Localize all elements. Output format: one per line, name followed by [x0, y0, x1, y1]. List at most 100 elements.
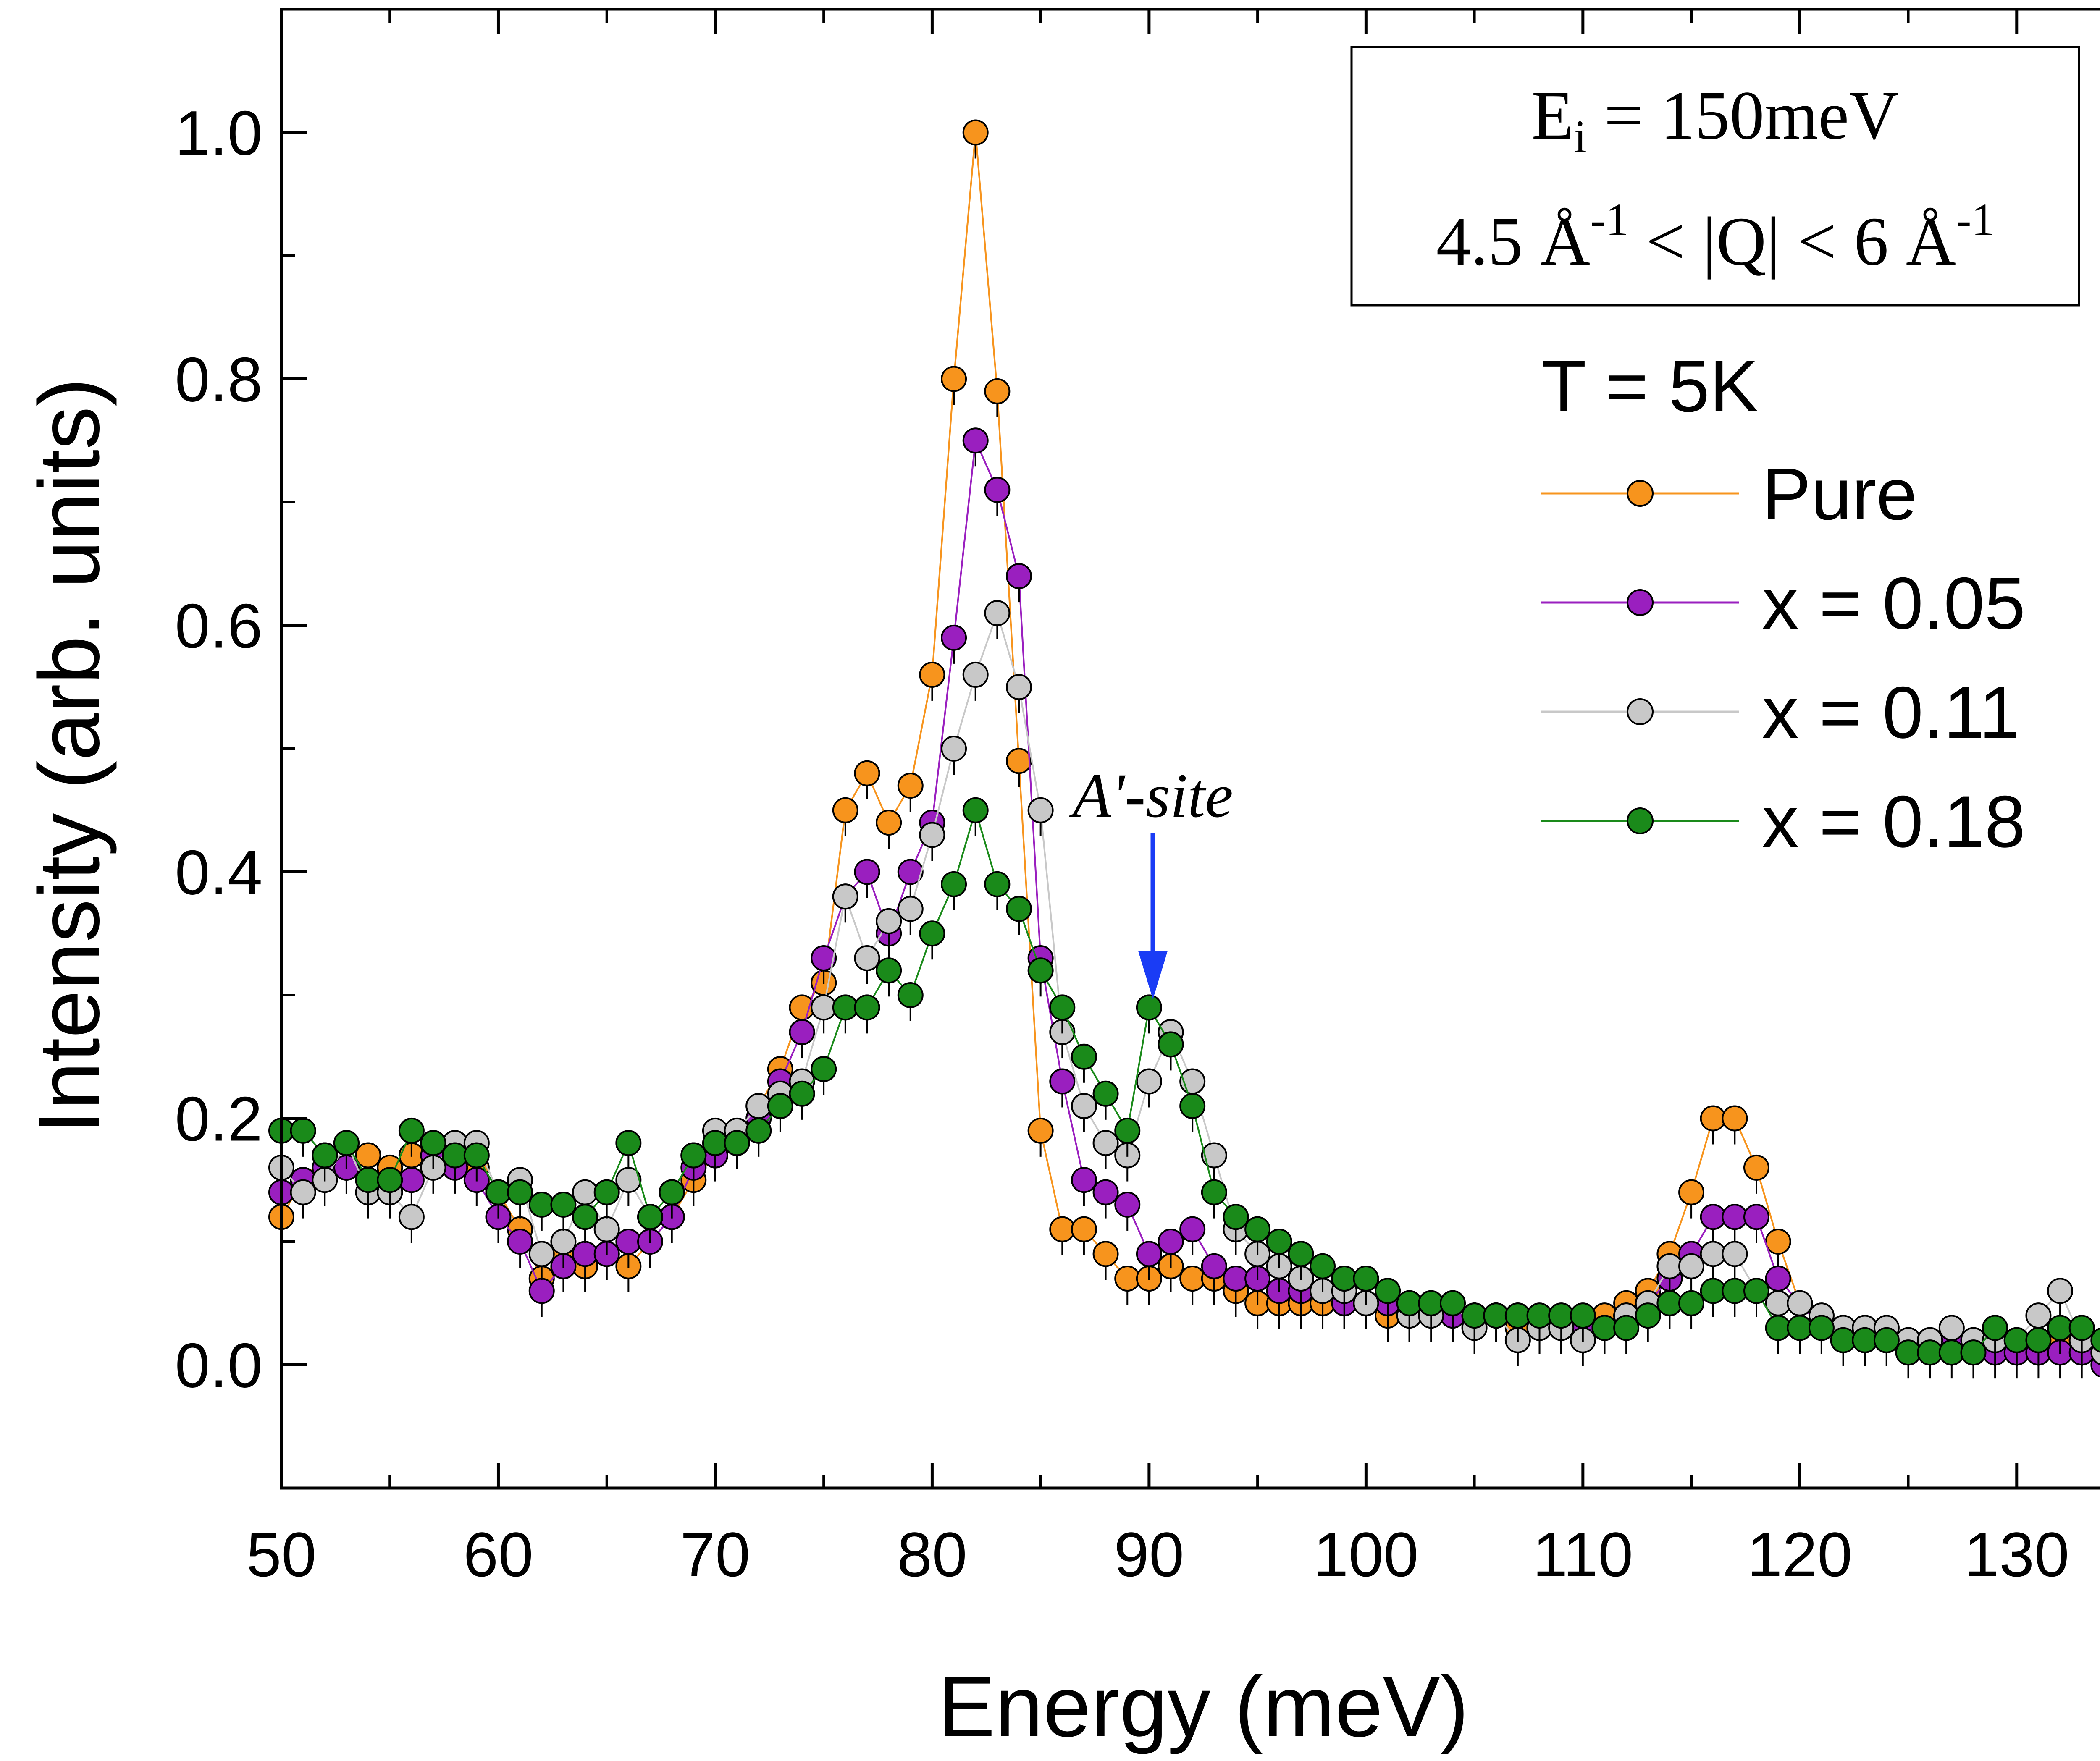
data-point: [550, 1191, 577, 1218]
data-point: [2090, 1327, 2100, 1353]
legend-item-0: Pure: [1541, 453, 1917, 535]
legend-title: T = 5K: [1541, 346, 1759, 427]
data-point: [1461, 1302, 1488, 1329]
x-tick-label: 110: [1533, 1519, 1633, 1590]
data-point: [1526, 1302, 1553, 1329]
data-point: [746, 1117, 772, 1144]
data-point: [1179, 1266, 1206, 1292]
data-point: [1765, 1315, 1791, 1341]
data-point: [832, 994, 858, 1021]
x-tick-label: 50: [247, 1519, 317, 1590]
data-point: [1288, 1241, 1314, 1267]
legend-item-3: x = 0.18: [1541, 781, 2026, 863]
data-point: [1006, 748, 1032, 774]
data-point: [724, 1130, 750, 1156]
data-point: [1027, 1117, 1054, 1144]
data-point: [1158, 1031, 1184, 1058]
data-point: [811, 945, 837, 971]
data-point: [1071, 1093, 1097, 1119]
data-point: [1830, 1327, 1856, 1353]
data-point: [876, 810, 902, 836]
data-point: [485, 1179, 512, 1205]
data-point: [2025, 1327, 2052, 1353]
data-point: [1743, 1154, 1769, 1181]
data-point: [1027, 797, 1054, 823]
data-point: [398, 1117, 425, 1144]
data-point: [1244, 1216, 1271, 1242]
data-point: [919, 920, 945, 947]
data-point: [659, 1179, 685, 1205]
data-point: [702, 1130, 728, 1156]
data-point: [615, 1229, 642, 1255]
data-point: [984, 378, 1011, 404]
annotation-a-site-label: A'-site: [1069, 761, 1233, 831]
data-point: [811, 994, 837, 1021]
data-point: [1938, 1315, 1965, 1341]
data-point: [1375, 1278, 1401, 1304]
data-point: [1071, 1043, 1097, 1070]
data-point: [1635, 1302, 1661, 1329]
data-point: [962, 661, 989, 688]
legend-item-1: x = 0.05: [1541, 563, 2026, 645]
data-point: [550, 1229, 577, 1255]
data-point: [876, 908, 902, 934]
data-point: [1722, 1241, 1748, 1267]
data-point: [1700, 1241, 1726, 1267]
data-point: [1700, 1105, 1726, 1132]
x-tick-label: 70: [680, 1519, 751, 1590]
data-point: [1201, 1142, 1227, 1169]
ticks-layer: 50 60 70 80 90 100 110 120 130 0.0 0.2 0.4 0.6 0.8 1.0: [175, 8, 2069, 1590]
legend-marker: [1627, 698, 1654, 725]
data-point: [420, 1130, 446, 1156]
data-point: [897, 896, 924, 922]
data-point: [919, 661, 945, 688]
data-point: [333, 1130, 360, 1156]
data-point: [941, 736, 967, 762]
info-box-line1: Ei = 150meV: [1531, 77, 1899, 162]
data-point: [1201, 1253, 1227, 1279]
data-point: [1310, 1253, 1336, 1279]
data-point: [528, 1241, 555, 1267]
data-point: [1027, 957, 1054, 984]
data-point: [1678, 1179, 1705, 1205]
data-point: [1006, 674, 1032, 700]
data-point: [1439, 1290, 1466, 1316]
data-point: [789, 1080, 815, 1107]
data-point: [1092, 1179, 1119, 1205]
data-point: [1722, 1278, 1748, 1304]
data-point: [1418, 1290, 1444, 1316]
y-axis-label: Intensity (arb. units): [21, 378, 117, 1134]
data-point: [507, 1179, 533, 1205]
data-point: [919, 822, 945, 848]
info-box: Ei = 150meV 4.5 Å-1 < |Q| < 6 Å-1: [1350, 46, 2080, 307]
data-point: [1787, 1315, 1813, 1341]
data-point: [398, 1204, 425, 1230]
data-point: [2047, 1278, 2074, 1304]
data-point: [593, 1179, 620, 1205]
data-point: [941, 366, 967, 392]
data-point: [290, 1117, 316, 1144]
data-point: [1006, 563, 1032, 590]
data-point: [811, 1056, 837, 1082]
data-point: [528, 1191, 555, 1218]
data-point: [789, 994, 815, 1021]
data-point: [1092, 1130, 1119, 1156]
data-point: [355, 1167, 381, 1193]
annotation-arrow-head: [1138, 951, 1168, 999]
data-point: [1049, 1216, 1076, 1242]
series-layer: [268, 119, 2100, 1379]
data-point: [1743, 1204, 1769, 1230]
y-tick-label: 0.2: [175, 1084, 262, 1154]
data-point: [984, 871, 1011, 897]
data-point: [897, 982, 924, 1008]
data-point: [1722, 1105, 1748, 1132]
data-point: [1765, 1229, 1791, 1255]
data-point: [962, 427, 989, 454]
data-point: [1136, 1068, 1162, 1095]
data-point: [1483, 1302, 1509, 1329]
info-box-line2: 4.5 Å-1 < |Q| < 6 Å-1: [1436, 194, 1994, 280]
data-point: [572, 1179, 598, 1205]
data-point: [941, 624, 967, 651]
data-point: [507, 1229, 533, 1255]
